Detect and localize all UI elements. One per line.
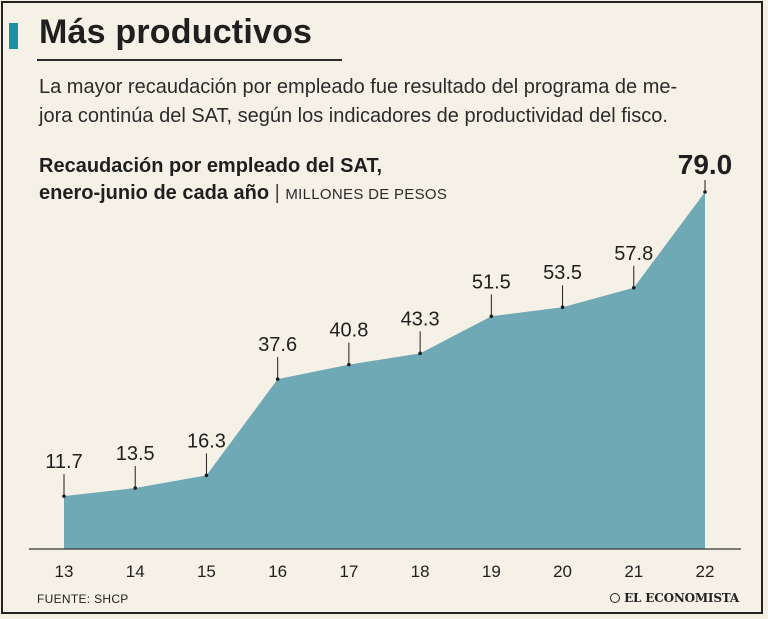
x-tick-label-18: 18 [411, 562, 430, 581]
chart-title-line-1: Recaudación por empleado del SAT, [39, 155, 383, 177]
data-point-21 [631, 286, 636, 290]
subtitle-line-2: jora continúa del SAT, según los indicad… [39, 105, 668, 127]
page-title: Más productivos [39, 13, 313, 51]
value-label-21: 57.8 [614, 243, 653, 265]
area-series [64, 192, 705, 549]
value-label-19: 51.5 [472, 271, 511, 293]
x-tick-label-13: 13 [55, 562, 74, 581]
x-tick-label-21: 21 [624, 562, 643, 581]
subtitle: La mayor recaudación por empleado fue re… [39, 73, 739, 131]
chart-title-line-2: enero-junio de cada año [39, 182, 270, 204]
data-point-14 [133, 486, 138, 490]
x-tick-label-19: 19 [482, 562, 501, 581]
chart-title-separator: | [274, 182, 280, 204]
value-label-16: 37.6 [258, 334, 297, 356]
x-tick-label-15: 15 [197, 562, 216, 581]
title-underline [37, 59, 342, 61]
source-note: FUENTE: SHCP [37, 592, 129, 606]
data-point-18 [418, 351, 422, 356]
logo-mark-icon [610, 593, 621, 603]
x-tick-label-17: 17 [339, 562, 358, 581]
chart-units: MILLONES DE PESOS [285, 186, 448, 203]
value-label-20: 53.5 [543, 262, 582, 284]
logo-text: EL ECONOMISTA [624, 591, 739, 605]
value-label-15: 16.3 [187, 430, 226, 452]
publisher-logo: EL ECONOMISTA [610, 591, 739, 605]
x-tick-label-22: 22 [696, 562, 715, 581]
value-label-18: 43.3 [401, 308, 440, 330]
data-point-16 [275, 377, 280, 381]
x-tick-label-16: 16 [268, 562, 287, 581]
value-label-17: 40.8 [329, 320, 368, 342]
data-point-13 [62, 494, 66, 498]
value-label-13: 11.7 [45, 451, 82, 473]
value-label-14: 13.5 [116, 443, 155, 465]
chart-heading: Recaudación por empleado del SAT, enero-… [39, 153, 447, 208]
x-tick-label-20: 20 [553, 562, 572, 581]
subtitle-line-1: La mayor recaudación por empleado fue re… [39, 76, 678, 98]
title-accent-bar [9, 23, 18, 49]
value-label-22: 79.0 [678, 149, 733, 180]
revenue-area-chart: 11.7 13 13.5 14 16.3 15 37.6 16 40.8 17 43.3 18 51.5… [29, 149, 741, 581]
x-tick-label-14: 14 [126, 562, 145, 581]
